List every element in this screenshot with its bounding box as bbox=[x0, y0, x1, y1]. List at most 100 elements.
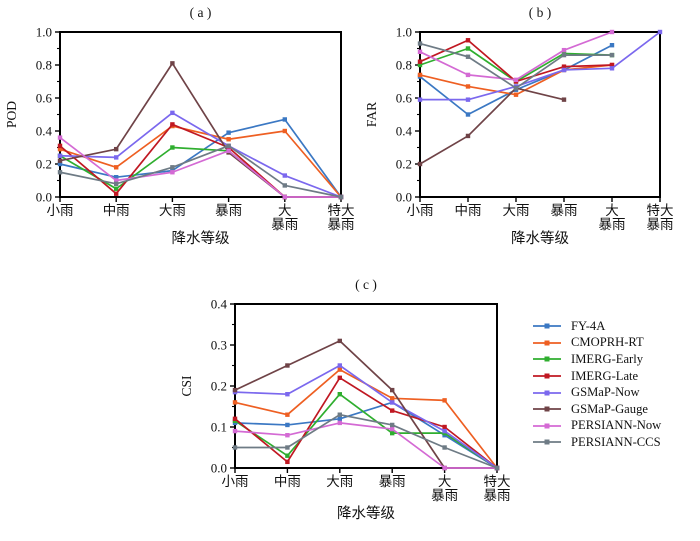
x-tick-label: 大雨 bbox=[159, 203, 186, 218]
series-PERSIANN-CCS bbox=[57, 143, 344, 200]
legend-label: FY-4A bbox=[571, 318, 606, 333]
series-IMERG-Late bbox=[232, 375, 500, 471]
series-marker bbox=[57, 158, 63, 163]
series-marker bbox=[282, 173, 287, 178]
x-tick-label: 暴雨 bbox=[328, 217, 355, 232]
x-tick-label: 大 bbox=[605, 203, 619, 218]
x-tick-label: 特大 bbox=[484, 474, 511, 489]
series-marker bbox=[226, 130, 231, 135]
legend-item-CMOPRH-RT: CMOPRH-RT bbox=[532, 335, 661, 352]
x-tick-label: 大 bbox=[278, 203, 292, 218]
series-marker bbox=[232, 387, 238, 393]
legend-marker-icon bbox=[533, 439, 561, 445]
series-marker bbox=[417, 49, 423, 54]
series-marker bbox=[513, 77, 519, 83]
series-marker bbox=[114, 178, 119, 183]
y-tick-label: 0.6 bbox=[396, 90, 413, 105]
series-marker bbox=[465, 38, 471, 43]
series-marker bbox=[170, 122, 175, 127]
series-marker bbox=[170, 61, 175, 66]
y-tick-label: 0.4 bbox=[36, 123, 53, 138]
series-marker bbox=[226, 137, 231, 142]
series-marker bbox=[337, 416, 342, 421]
series-marker bbox=[114, 181, 119, 186]
x-tick-label: 暴雨 bbox=[551, 203, 578, 218]
legend-label: IMERG-Late bbox=[571, 368, 639, 383]
x-tick-label: 小雨 bbox=[47, 203, 74, 218]
series-line bbox=[59, 146, 341, 198]
x-tick-label: 特大 bbox=[647, 203, 674, 218]
series-marker bbox=[561, 52, 567, 58]
legend-label: IMERG-Early bbox=[571, 351, 644, 366]
chart-b-plot-box bbox=[419, 31, 661, 198]
series-CMOPRH-RT bbox=[232, 367, 500, 471]
series-marker bbox=[170, 165, 175, 170]
series-marker bbox=[57, 153, 63, 158]
series-PERSIANN-CCS bbox=[417, 41, 615, 91]
chart-b-ylabel: FAR bbox=[364, 102, 379, 127]
series-marker bbox=[114, 175, 119, 180]
series-line bbox=[420, 31, 661, 101]
series-marker bbox=[390, 387, 395, 393]
chart-c-title: ( c ) bbox=[355, 277, 377, 292]
series-line bbox=[234, 340, 497, 469]
series-marker bbox=[114, 186, 119, 191]
x-tick-label: 暴雨 bbox=[271, 217, 298, 232]
series-PERSIANN-Now bbox=[57, 135, 344, 200]
series-marker bbox=[226, 143, 231, 149]
series-marker bbox=[285, 422, 290, 428]
series-marker bbox=[170, 110, 175, 116]
x-tick-label: 小雨 bbox=[222, 474, 249, 489]
y-tick-label: 1.0 bbox=[36, 24, 52, 39]
series-marker bbox=[417, 62, 423, 68]
x-tick-label: 中雨 bbox=[455, 203, 482, 218]
series-marker bbox=[114, 165, 119, 170]
legend-label: PERSIANN-CCS bbox=[571, 434, 661, 449]
series-line bbox=[59, 125, 342, 198]
series-marker bbox=[285, 445, 290, 450]
series-marker bbox=[285, 459, 290, 465]
legend-marker-icon bbox=[533, 423, 561, 429]
legend-marker-icon bbox=[533, 323, 561, 329]
y-tick-label: 0.8 bbox=[396, 57, 412, 72]
x-tick-label: 大雨 bbox=[503, 203, 530, 218]
series-marker bbox=[417, 97, 423, 102]
legend-marker-icon bbox=[533, 373, 561, 379]
x-tick-label: 暴雨 bbox=[215, 203, 242, 218]
series-marker bbox=[285, 363, 290, 368]
series-GSMaP-Now bbox=[232, 363, 500, 471]
series-IMERG-Late bbox=[417, 38, 615, 84]
series-marker bbox=[513, 92, 519, 97]
series-marker bbox=[442, 465, 447, 471]
series-PERSIANN-Now bbox=[417, 29, 615, 83]
series-line bbox=[59, 118, 342, 198]
series-marker bbox=[232, 428, 238, 434]
series-marker bbox=[337, 338, 342, 344]
series-marker bbox=[561, 64, 567, 69]
legend-marker-icon bbox=[533, 340, 561, 346]
series-line bbox=[234, 376, 498, 469]
series-marker bbox=[465, 112, 471, 117]
legend-label: GSMaP-Gauge bbox=[571, 401, 648, 416]
legend-item-IMERG-Late: IMERG-Late bbox=[532, 368, 661, 385]
series-marker bbox=[337, 412, 342, 417]
series-line bbox=[59, 136, 341, 198]
y-tick-label: 0.2 bbox=[211, 378, 227, 393]
series-marker bbox=[609, 62, 615, 68]
chart-c-csi: ( c )0.00.10.20.30.4小雨 中雨 大雨 暴雨 大暴雨特大暴雨CSI降水… bbox=[179, 277, 511, 522]
series-marker bbox=[390, 426, 395, 432]
series-marker bbox=[465, 72, 471, 78]
y-tick-label: 0.0 bbox=[211, 460, 227, 475]
y-tick-label: 0.2 bbox=[396, 156, 412, 171]
series-marker bbox=[114, 155, 119, 160]
series-marker bbox=[337, 392, 342, 397]
series-marker bbox=[285, 453, 290, 458]
y-tick-label: 0.3 bbox=[211, 337, 227, 352]
series-line bbox=[234, 364, 498, 469]
series-marker bbox=[390, 430, 395, 436]
series-marker bbox=[442, 445, 447, 450]
series-marker bbox=[338, 194, 344, 200]
series-marker bbox=[657, 29, 663, 35]
series-GSMaP-Now bbox=[57, 110, 344, 200]
